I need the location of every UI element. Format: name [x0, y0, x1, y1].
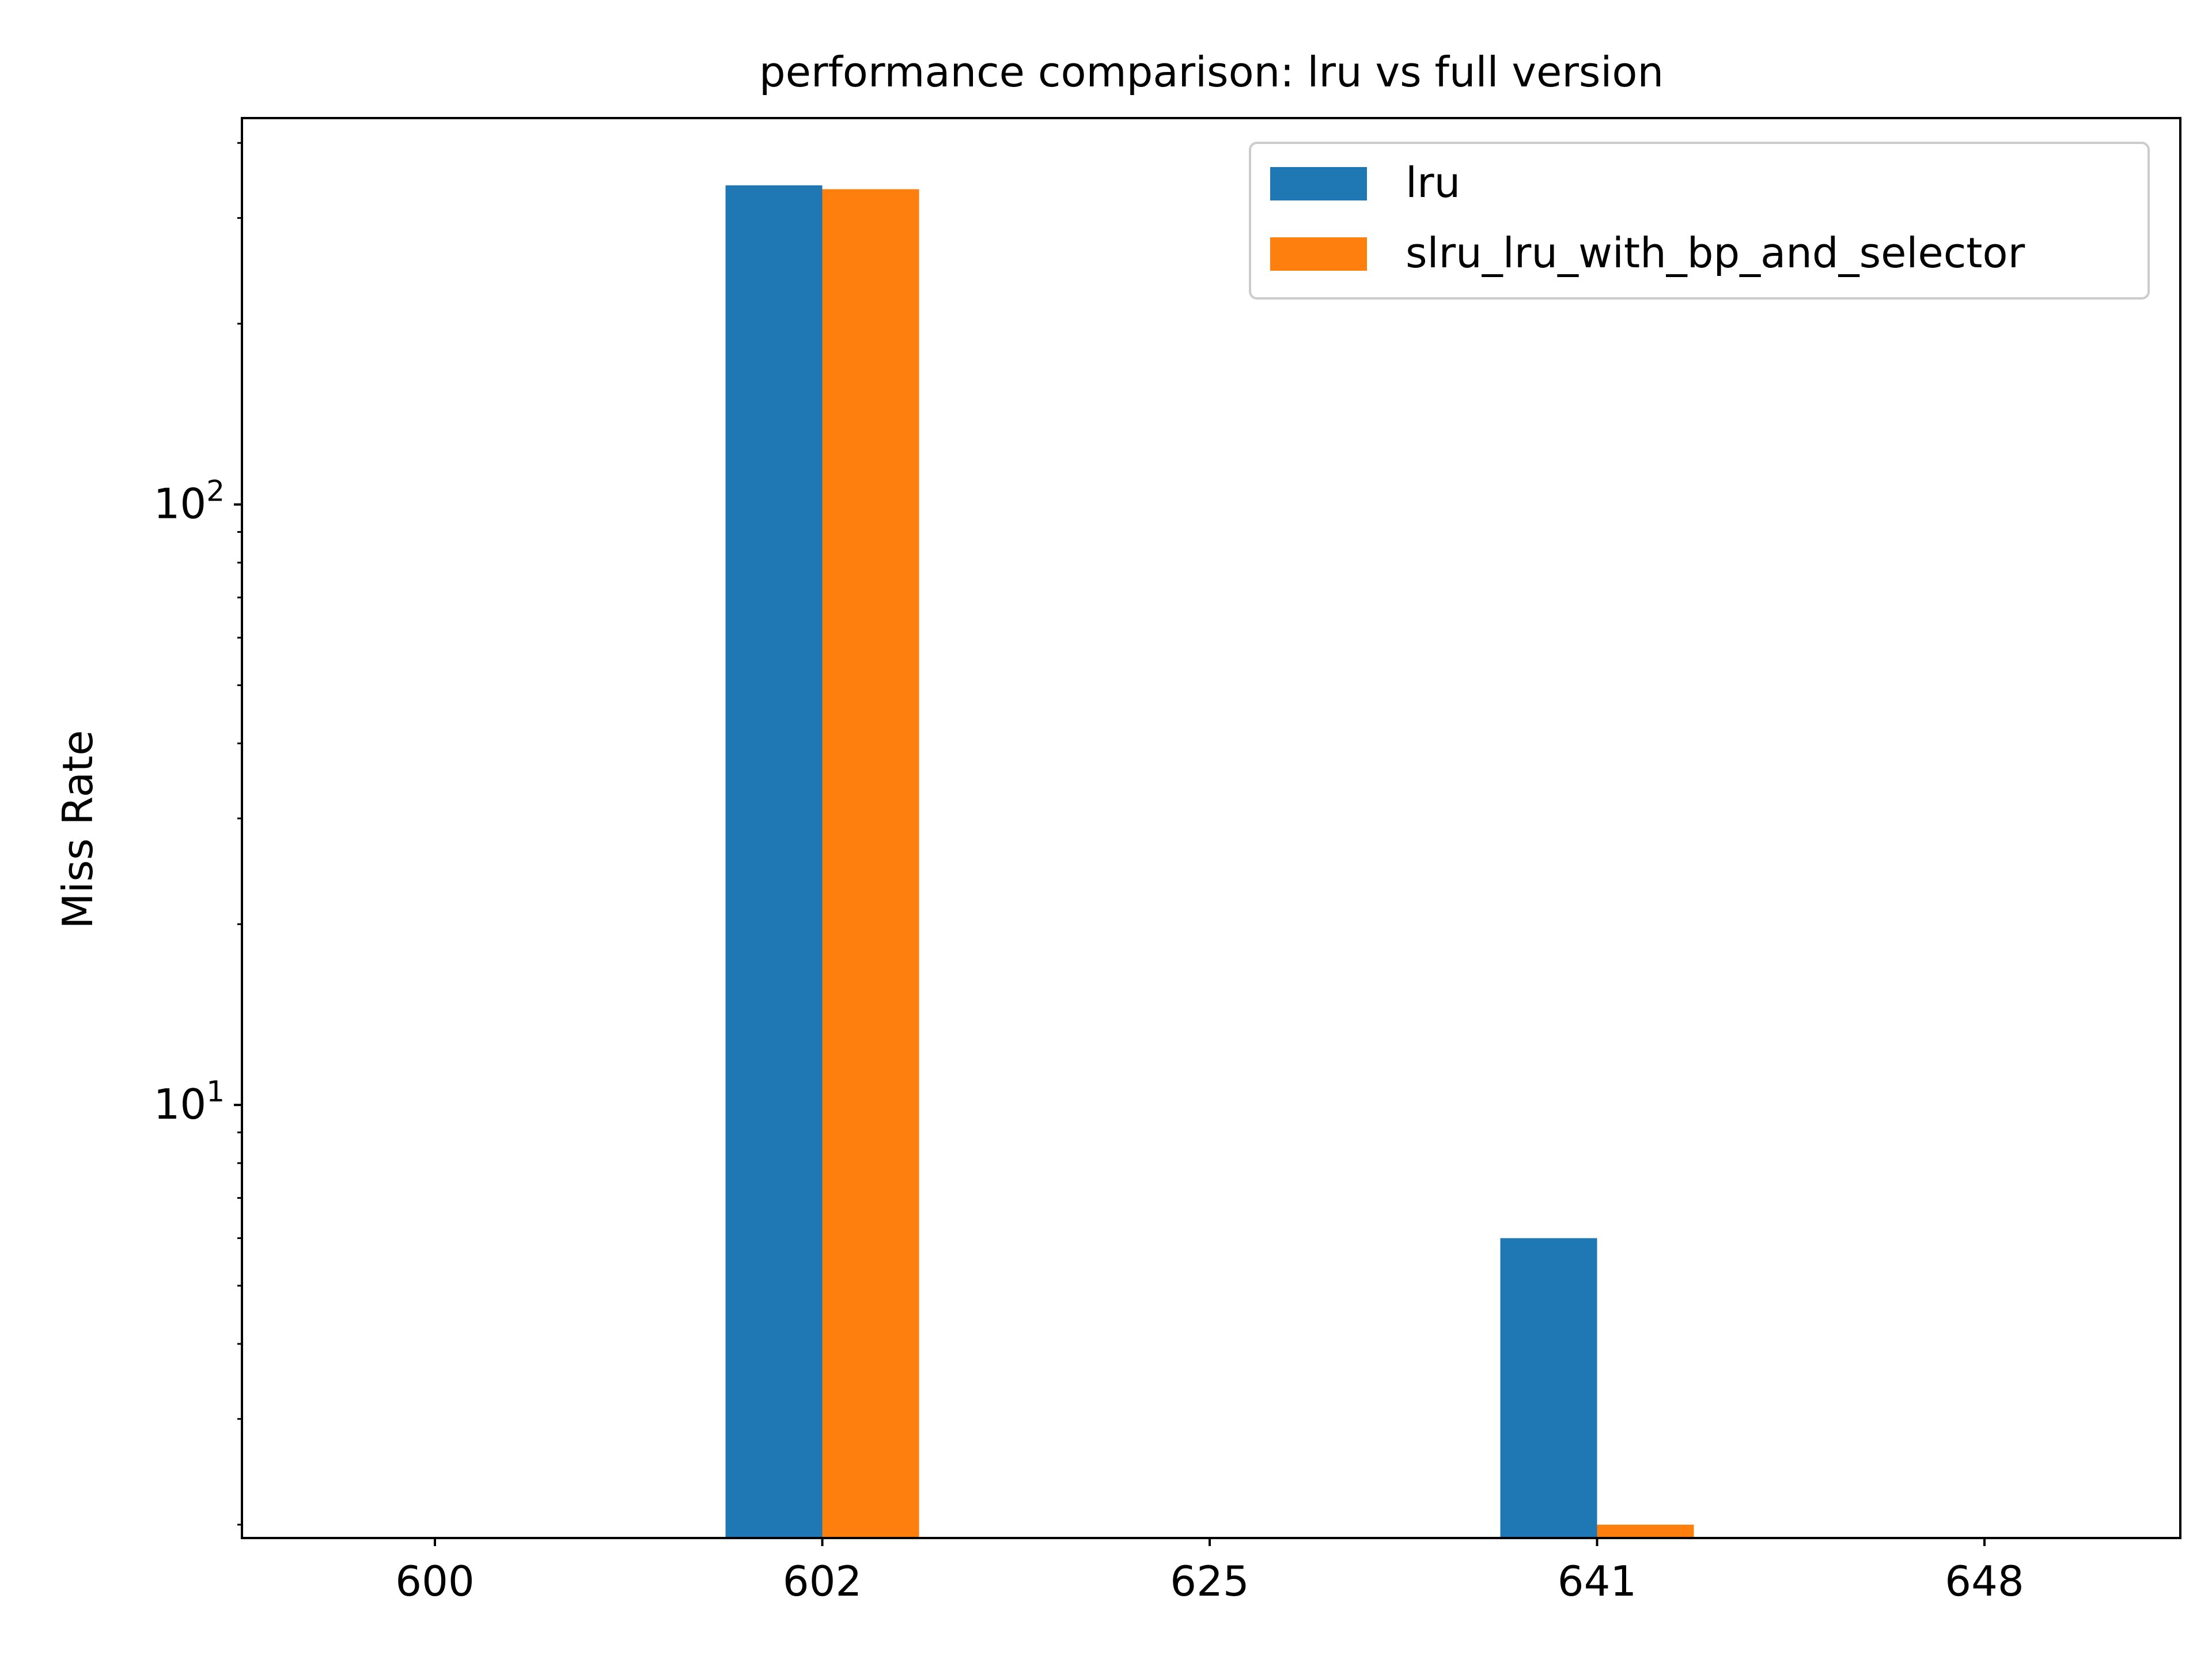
bar-lru-602 — [725, 185, 823, 1539]
bar-slru_lru_with_bp_and_selector-602 — [822, 189, 919, 1539]
y-tick-label: 102 — [154, 475, 225, 528]
y-axis-label: Miss Rate — [54, 730, 102, 929]
x-tick-label: 602 — [783, 1557, 862, 1605]
legend-box — [1249, 142, 2150, 300]
x-tick-label: 625 — [1170, 1557, 1249, 1605]
legend-label-lru: lru — [1406, 158, 1460, 207]
bar-slru_lru_with_bp_and_selector-641 — [1597, 1524, 1694, 1538]
legend-swatch-lru — [1270, 167, 1367, 200]
chart-title: performance comparison: lru vs full vers… — [759, 48, 1664, 96]
plot-frame — [241, 117, 2181, 1539]
legend-swatch-slru_lru_with_bp_and_selector — [1270, 237, 1367, 271]
bar-lru-641 — [1500, 1238, 1597, 1538]
legend-label-slru_lru_with_bp_and_selector: slru_lru_with_bp_and_selector — [1406, 229, 2025, 277]
y-ticks: 101 102 — [154, 142, 242, 1526]
y-tick-label: 101 — [154, 1075, 225, 1128]
x-tick-label: 648 — [1945, 1557, 2024, 1605]
x-ticks: 600 602 625 641 648 — [395, 1538, 2024, 1605]
x-tick-label: 600 — [395, 1557, 474, 1605]
x-tick-label: 641 — [1558, 1557, 1637, 1605]
legend: lru slru_lru_with_bp_and_selector — [1249, 142, 2150, 300]
bars-layer — [725, 185, 1694, 1539]
